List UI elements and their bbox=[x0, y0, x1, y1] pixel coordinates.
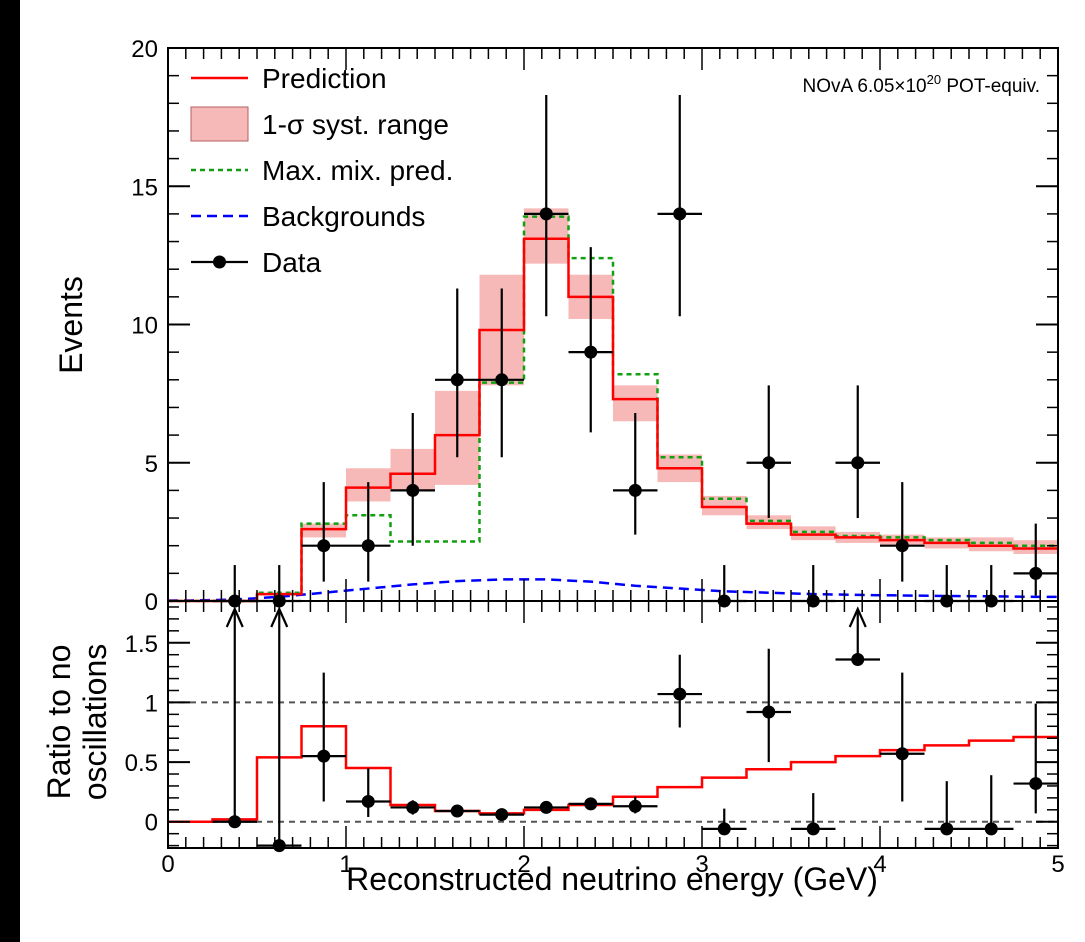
figure-background bbox=[20, 0, 1085, 942]
reference-lines-layer bbox=[168, 701, 1058, 823]
x-tick-label: 4 bbox=[873, 851, 886, 878]
x-axis-title: Reconstructed neutrino energy (GeV) bbox=[346, 861, 878, 897]
bottom-data-point bbox=[984, 822, 998, 836]
syst-band-bin bbox=[746, 515, 791, 530]
x-tick-label: 2 bbox=[517, 851, 530, 878]
syst-band-bin bbox=[791, 526, 836, 541]
top-data-point bbox=[406, 483, 420, 497]
bottom-data-point bbox=[584, 797, 598, 811]
bottom-arrow-head bbox=[270, 606, 289, 628]
top-data-point bbox=[584, 345, 598, 359]
bottom-arrow-head bbox=[848, 606, 867, 628]
bottom-data-point bbox=[317, 749, 331, 763]
bottom-data-point bbox=[851, 652, 865, 666]
top-data-point bbox=[317, 539, 331, 553]
bottom-data-point bbox=[228, 815, 242, 829]
y-axis-title-bottom-line2: oscillations bbox=[77, 644, 113, 801]
bottom-data-point bbox=[495, 808, 509, 822]
legend-symbol-data-marker bbox=[213, 255, 226, 269]
ratio-y-tick-label: 1 bbox=[145, 690, 158, 717]
syst-band-bin bbox=[969, 537, 1014, 552]
y-tick-label: 10 bbox=[131, 313, 158, 340]
x-tick-label: 0 bbox=[161, 851, 174, 878]
bottom-data-point bbox=[762, 705, 776, 719]
bottom-data-point bbox=[895, 747, 909, 761]
bottom-data-point bbox=[1029, 777, 1043, 791]
y-axis-title-top: Events bbox=[53, 276, 89, 374]
top-data-point bbox=[851, 456, 865, 470]
legend-symbol-syst bbox=[190, 106, 249, 142]
ratio-y-tick-label: 0.5 bbox=[125, 750, 158, 777]
bottom-data-point bbox=[673, 687, 687, 701]
top-data-point bbox=[762, 456, 776, 470]
bottom-data-point bbox=[940, 822, 954, 836]
y-tick-label: 0 bbox=[145, 589, 158, 616]
prediction-layer bbox=[168, 237, 1058, 603]
top-data-point bbox=[495, 373, 509, 387]
top-data-point bbox=[539, 207, 553, 221]
exposure-annotation: NOvA 6.05×1020 POT-equiv. bbox=[803, 72, 1041, 97]
prediction-line bbox=[168, 237, 1058, 603]
y-tick-label: 20 bbox=[131, 36, 158, 63]
legend-label-maxmix: Max. mix. pred. bbox=[262, 155, 453, 186]
x-tick-label: 5 bbox=[1051, 851, 1064, 878]
x-tick-label: 1 bbox=[339, 851, 352, 878]
top-data-point bbox=[450, 373, 464, 387]
ratio-y-tick-label: 1.5 bbox=[125, 631, 158, 658]
bottom-data-point bbox=[450, 804, 464, 818]
y-tick-label: 5 bbox=[145, 451, 158, 478]
x-tick-label: 3 bbox=[695, 851, 708, 878]
bottom-arrow-head bbox=[225, 606, 244, 628]
bottom-data-point bbox=[717, 822, 731, 836]
ratio-y-tick-label: 0 bbox=[145, 810, 158, 837]
bottom-panel: 00.511.50 1 2 3 4 5 Ratio to no oscillations … bbox=[41, 600, 1065, 897]
bottom-data-point bbox=[628, 799, 642, 813]
top-data-point bbox=[673, 207, 687, 221]
ratio-data-layer bbox=[212, 606, 1058, 853]
top-data-point bbox=[628, 483, 642, 497]
legend-label-data: Data bbox=[262, 247, 322, 278]
y-tick-label: 15 bbox=[131, 174, 158, 201]
bottom-data-point bbox=[406, 800, 420, 814]
bottom-data-point bbox=[539, 800, 553, 814]
top-data-point bbox=[361, 539, 375, 553]
bottom-data-point bbox=[361, 794, 375, 808]
top-panel: 0 5 10 15 20 Prediction 1-σ syst. range Max. m… bbox=[53, 36, 1059, 616]
y-axis-title-bottom-line1: Ratio to no bbox=[41, 645, 77, 800]
legend-label-bkg: Backgrounds bbox=[262, 201, 425, 232]
syst-band-bin bbox=[702, 495, 747, 516]
bottom-data-point bbox=[806, 822, 820, 836]
top-data-point bbox=[1029, 566, 1043, 580]
legend: Prediction 1-σ syst. range Max. mix. pred.… bbox=[190, 63, 453, 278]
top-data-point bbox=[895, 539, 909, 553]
legend-label-prediction: Prediction bbox=[262, 63, 387, 94]
legend-label-syst: 1-σ syst. range bbox=[262, 109, 449, 140]
bottom-axes: 0 0.5 1 1.5 0 1 2 3 4 5 bbox=[125, 600, 1065, 878]
